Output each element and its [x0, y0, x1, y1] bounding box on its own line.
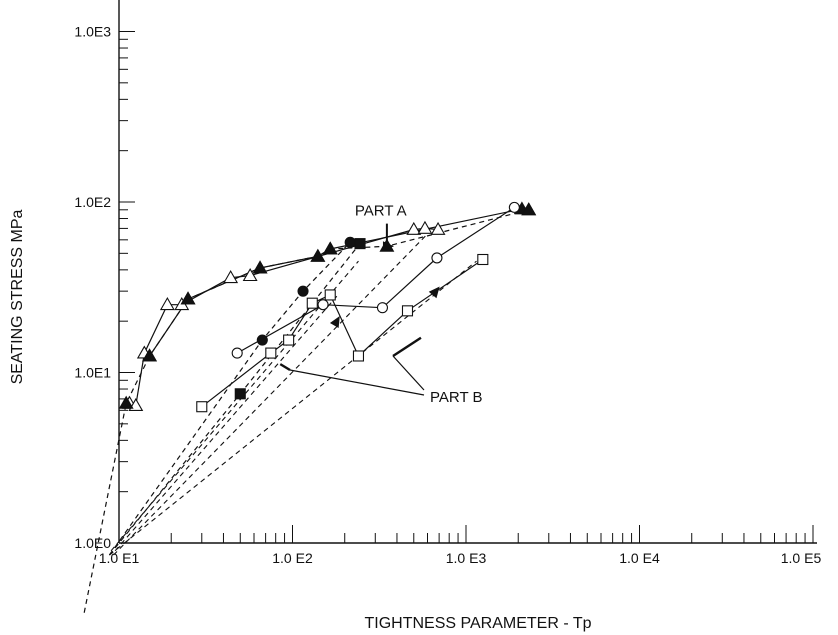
- open-triangle-point: [430, 221, 446, 235]
- open-circle-point: [231, 347, 243, 359]
- open-circle-point: [317, 299, 329, 311]
- series-line-filled-triangle: [149, 208, 529, 357]
- open-square-point: [265, 347, 277, 359]
- annotations: PART A PART B: [279, 203, 483, 406]
- open-square-point: [283, 334, 295, 346]
- y-axis-title: SEATING STRESS MPa: [9, 209, 26, 384]
- filled-triangle-point: [142, 348, 157, 362]
- x-tick-label: 1.0 E4: [619, 550, 660, 566]
- x-tick-label: 1.0 E3: [446, 550, 487, 566]
- filled-circle-point: [297, 285, 309, 297]
- projection-line: [113, 233, 428, 556]
- filled-circle-point: [256, 334, 268, 346]
- data-points: [118, 201, 537, 413]
- part-a-label: PART A: [355, 203, 407, 220]
- part-b-label: PART B: [430, 389, 483, 406]
- series-line-filled-circle: [108, 241, 351, 556]
- filled-triangle-point: [322, 241, 338, 255]
- filled-triangle-point: [252, 260, 268, 274]
- open-circle-point: [508, 201, 520, 213]
- filled-triangle-point: [310, 248, 326, 262]
- y-tick-label: 1.0E3: [74, 24, 111, 40]
- part-b-leader: [392, 336, 422, 358]
- filled-triangle-point: [521, 202, 537, 216]
- axes: 1.0 E1 1.0 E2 1.0 E3 1.0 E4 1.0 E5 1.0E0 1.0E1…: [74, 0, 821, 566]
- open-circle-point: [376, 302, 389, 314]
- direction-arrow: [382, 241, 394, 252]
- y-tick-label: 1.0E1: [74, 365, 111, 381]
- filled-triangle-point: [118, 395, 134, 409]
- y-tick-label: 1.0E2: [74, 194, 111, 210]
- x-axis-title: TIGHTNESS PARAMETER - Tp: [365, 615, 592, 632]
- open-triangle-point: [417, 220, 433, 234]
- filled-square-point: [234, 388, 246, 400]
- open-square-point: [306, 297, 318, 309]
- open-circle-point: [431, 252, 443, 264]
- y-tick-label: 1.0E0: [74, 535, 111, 551]
- x-tick-label: 1.0 E5: [781, 550, 822, 566]
- filled-square-point: [354, 238, 366, 250]
- open-square-point: [477, 253, 489, 266]
- open-square-point: [352, 350, 365, 362]
- projection-line: [110, 260, 359, 552]
- open-triangle-point: [242, 268, 258, 282]
- projection-line: [109, 260, 477, 556]
- open-square-point: [401, 305, 414, 317]
- open-square-point: [324, 289, 336, 301]
- filled-triangle-point: [180, 291, 196, 305]
- part-b-leader: [279, 363, 291, 372]
- series-line-open-circle: [236, 206, 515, 354]
- projection-line: [114, 295, 338, 552]
- direction-arrow: [428, 286, 440, 299]
- open-triangle-point: [223, 270, 239, 284]
- series-line-filled-triangle: [83, 209, 529, 613]
- x-tick-label: 1.0 E2: [272, 550, 313, 566]
- filled-circle-point: [344, 236, 356, 248]
- open-square-point: [196, 401, 208, 413]
- series-line-open-square: [201, 259, 484, 408]
- x-tick-label: 1.0 E1: [99, 550, 140, 566]
- direction-arrow: [329, 315, 340, 329]
- open-triangle-point: [406, 221, 422, 235]
- open-triangle-point: [159, 297, 175, 311]
- part-b-leader: [289, 369, 425, 396]
- part-b-leader: [392, 355, 425, 391]
